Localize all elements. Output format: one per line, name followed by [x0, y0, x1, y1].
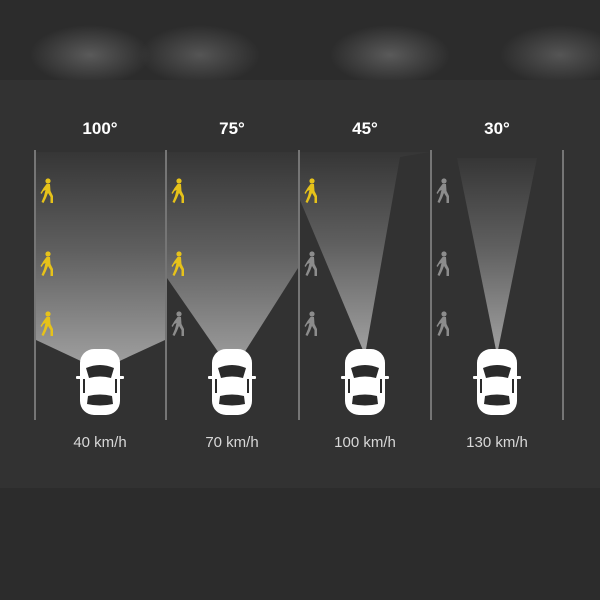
- speed-label: 40 km/h: [73, 434, 126, 451]
- speed-label: 100 km/h: [334, 434, 396, 451]
- top-blur-band: [0, 0, 600, 80]
- angle-label: 45°: [352, 119, 378, 138]
- angle-label: 75°: [219, 119, 245, 138]
- angle-label: 30°: [484, 119, 510, 138]
- headlight-beam: [300, 152, 430, 355]
- angle-panel: 100° 40 km/h: [36, 119, 165, 451]
- car-icon: [473, 349, 521, 415]
- bottom-blur-band: [0, 488, 600, 600]
- speed-label: 70 km/h: [205, 434, 258, 451]
- angle-label: 100°: [82, 119, 117, 138]
- angle-panel: 75° 70 km/h: [167, 119, 298, 451]
- car-icon: [208, 349, 256, 415]
- angle-panel: 45° 100 km/h: [300, 119, 430, 451]
- headlight-beam: [36, 152, 165, 370]
- car-icon: [341, 349, 389, 415]
- headlight-beam: [167, 152, 298, 372]
- car-icon: [76, 349, 124, 415]
- angle-panel: 30° 130 km/h: [436, 119, 537, 451]
- headlight-beam: [457, 158, 537, 355]
- speed-label: 130 km/h: [466, 434, 528, 451]
